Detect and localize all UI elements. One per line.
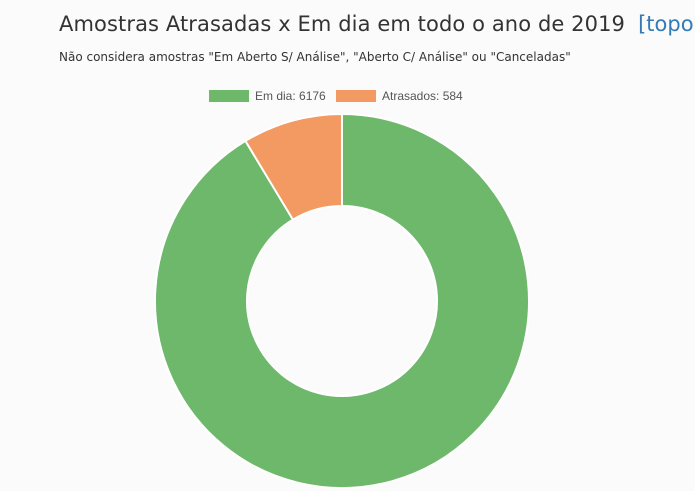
chart-header: Amostras Atrasadas x Em dia em todo o an… (59, 12, 695, 36)
legend-item-atrasados[interactable]: Atrasados: 584 (336, 88, 463, 104)
donut-slice-atrasados[interactable] (244, 112, 343, 222)
top-link[interactable]: [topo] (638, 12, 695, 36)
chart-subtitle: Não considera amostras "Em Aberto S/ Aná… (59, 50, 571, 64)
legend-swatch-atrasados (336, 90, 376, 102)
chart-title: Amostras Atrasadas x Em dia em todo o an… (59, 12, 626, 36)
chart-legend: Em dia: 6176 Atrasados: 584 (0, 88, 695, 104)
legend-label-em-dia: Em dia: 6176 (255, 89, 326, 103)
legend-label-atrasados: Atrasados: 584 (382, 89, 463, 103)
legend-swatch-em-dia (209, 90, 249, 102)
donut-slice-em-dia[interactable] (154, 112, 531, 489)
doughnut-chart (154, 112, 531, 489)
legend-item-em-dia[interactable]: Em dia: 6176 (209, 88, 326, 104)
